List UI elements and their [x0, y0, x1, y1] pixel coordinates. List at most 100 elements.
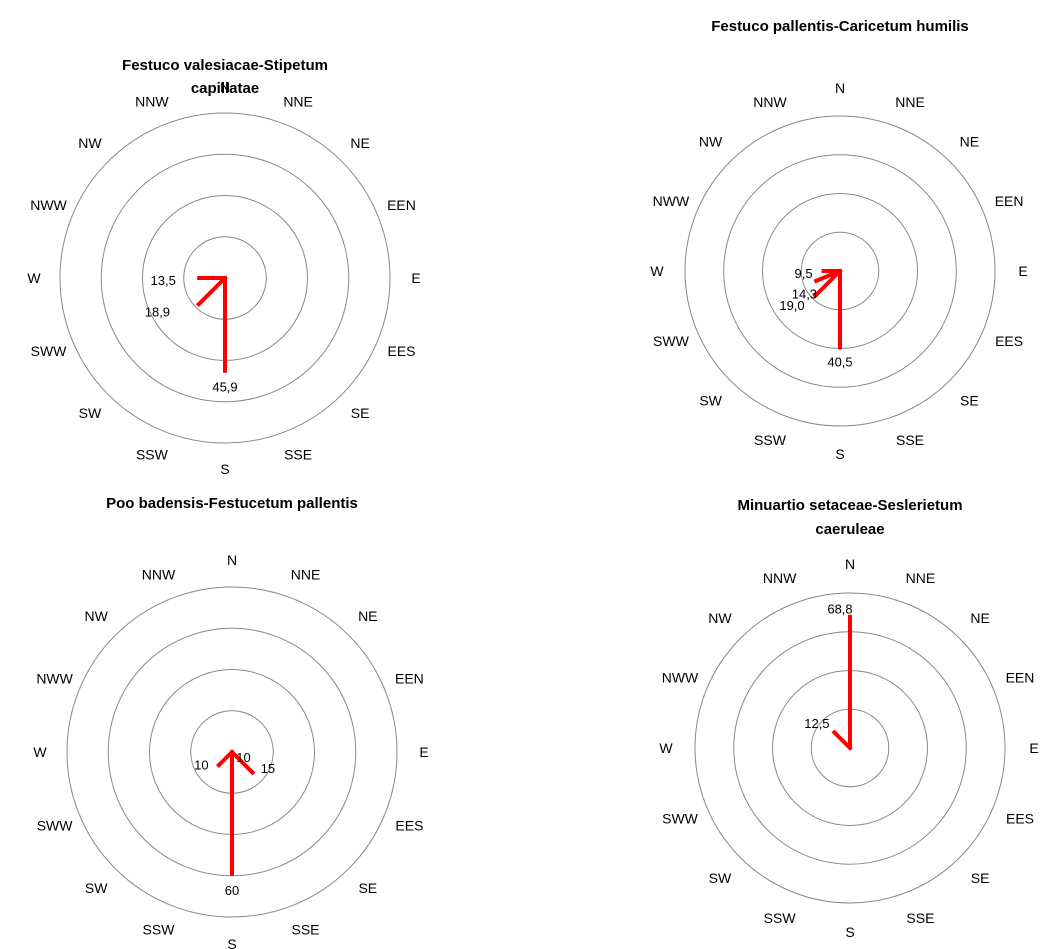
direction-label-e: E: [419, 744, 428, 760]
direction-label-sww: SWW: [37, 818, 74, 834]
direction-label-nne: NNE: [283, 94, 313, 110]
direction-label-n: N: [227, 552, 237, 568]
direction-label-sse: SSE: [284, 447, 312, 463]
direction-label-nne: NNE: [291, 567, 321, 583]
direction-label-w: W: [33, 744, 47, 760]
direction-label-n: N: [835, 80, 845, 96]
direction-label-ssw: SSW: [764, 910, 797, 926]
direction-label-n: N: [220, 79, 230, 95]
direction-label-se: SE: [971, 870, 990, 886]
direction-label-ne: NE: [350, 135, 369, 151]
grid-ring: [100, 153, 350, 403]
direction-label-se: SE: [960, 392, 979, 408]
direction-label-ssw: SSW: [136, 447, 169, 463]
direction-label-een: EEN: [1006, 670, 1035, 686]
direction-label-nw: NW: [85, 608, 109, 624]
direction-label-w: W: [659, 740, 673, 756]
direction-label-n: N: [845, 556, 855, 572]
direction-label-nnw: NNW: [142, 567, 176, 583]
chart-title: Festuco valesiacae-Stipetum: [122, 57, 328, 74]
wind-rose-chart-4: Minuartio setaceae-Seslerietum caeruleae N…: [659, 497, 1038, 940]
chart-title: Minuartio setaceae-Seslerietum: [737, 497, 962, 514]
wind-rose-chart-3: Poo badensis-Festucetum pallentis N NNE NE E…: [33, 495, 428, 949]
chart-title: capillatae: [191, 80, 259, 97]
direction-label-w: W: [650, 263, 664, 279]
direction-label-nnw: NNW: [135, 94, 169, 110]
value-label: 10: [194, 758, 208, 773]
value-label: 15: [261, 761, 275, 776]
direction-label-ees: EES: [1006, 810, 1034, 826]
direction-label-sww: SWW: [31, 343, 68, 359]
direction-label-s: S: [845, 924, 854, 940]
direction-label-s: S: [835, 446, 844, 462]
direction-label-nww: NWW: [653, 193, 690, 209]
direction-label-sw: SW: [79, 405, 102, 421]
grid-ring: [684, 115, 996, 427]
direction-label-sse: SSE: [291, 921, 319, 937]
value-label: 12,5: [804, 716, 829, 731]
value-label: 13,5: [151, 273, 176, 288]
ray-sw: [812, 269, 842, 299]
direction-label-nww: NWW: [30, 197, 67, 213]
direction-label-sww: SWW: [662, 810, 699, 826]
direction-label-nww: NWW: [36, 671, 73, 687]
direction-label-nw: NW: [699, 134, 723, 150]
value-label: 60: [225, 883, 239, 898]
value-label: 68,8: [827, 602, 852, 617]
direction-label-sw: SW: [709, 870, 732, 886]
direction-label-s: S: [220, 461, 229, 477]
direction-label-se: SE: [351, 405, 370, 421]
direction-label-een: EEN: [395, 671, 424, 687]
ray-nnw: [229, 750, 234, 753]
direction-label-een: EEN: [387, 197, 416, 213]
chart-title: Poo badensis-Festucetum pallentis: [106, 495, 358, 512]
value-label: 19,0: [779, 298, 804, 313]
direction-label-ssw: SSW: [754, 432, 787, 448]
value-label: 40,5: [827, 355, 852, 370]
direction-label-ssw: SSW: [143, 921, 176, 937]
direction-label-se: SE: [358, 880, 377, 896]
grid-ring: [59, 112, 391, 444]
direction-label-ne: NE: [960, 134, 979, 150]
value-label: 18,9: [145, 305, 170, 320]
direction-label-een: EEN: [995, 193, 1024, 209]
direction-label-ees: EES: [995, 333, 1023, 349]
direction-label-e: E: [411, 270, 420, 286]
value-label: 45,9: [212, 380, 237, 395]
direction-label-sse: SSE: [896, 432, 924, 448]
direction-label-nnw: NNW: [753, 94, 787, 110]
direction-label-nw: NW: [78, 135, 102, 151]
ray-se: [230, 750, 256, 776]
direction-label-sw: SW: [699, 392, 722, 408]
direction-label-ne: NE: [970, 610, 989, 626]
direction-label-sse: SSE: [906, 910, 934, 926]
chart-title: Festuco pallentis-Caricetum humilis: [711, 18, 969, 35]
value-label: 10: [236, 750, 250, 765]
direction-label-s: S: [227, 936, 236, 949]
direction-label-nw: NW: [708, 610, 732, 626]
direction-label-ees: EES: [395, 818, 423, 834]
direction-label-nww: NWW: [662, 670, 699, 686]
direction-label-ne: NE: [358, 608, 377, 624]
chart-title: caeruleae: [815, 521, 884, 538]
direction-label-sw: SW: [85, 880, 108, 896]
direction-label-e: E: [1029, 740, 1038, 756]
ray-sw: [195, 276, 227, 308]
direction-label-ees: EES: [387, 343, 415, 359]
ray-nw: [831, 729, 852, 750]
direction-label-nnw: NNW: [763, 570, 797, 586]
wind-rose-chart-2: Festuco pallentis-Caricetum humilis N NNE N…: [650, 18, 1027, 462]
direction-label-nne: NNE: [895, 94, 925, 110]
direction-label-nne: NNE: [906, 570, 936, 586]
value-label: 14,3: [792, 287, 817, 302]
direction-label-e: E: [1018, 263, 1027, 279]
direction-label-w: W: [27, 270, 41, 286]
direction-label-sww: SWW: [653, 333, 690, 349]
value-label: 9,5: [795, 266, 813, 281]
grid-ring: [694, 592, 1006, 904]
grid-ring: [723, 154, 957, 388]
grid-ring: [66, 586, 398, 918]
ray-sw: [215, 750, 234, 769]
